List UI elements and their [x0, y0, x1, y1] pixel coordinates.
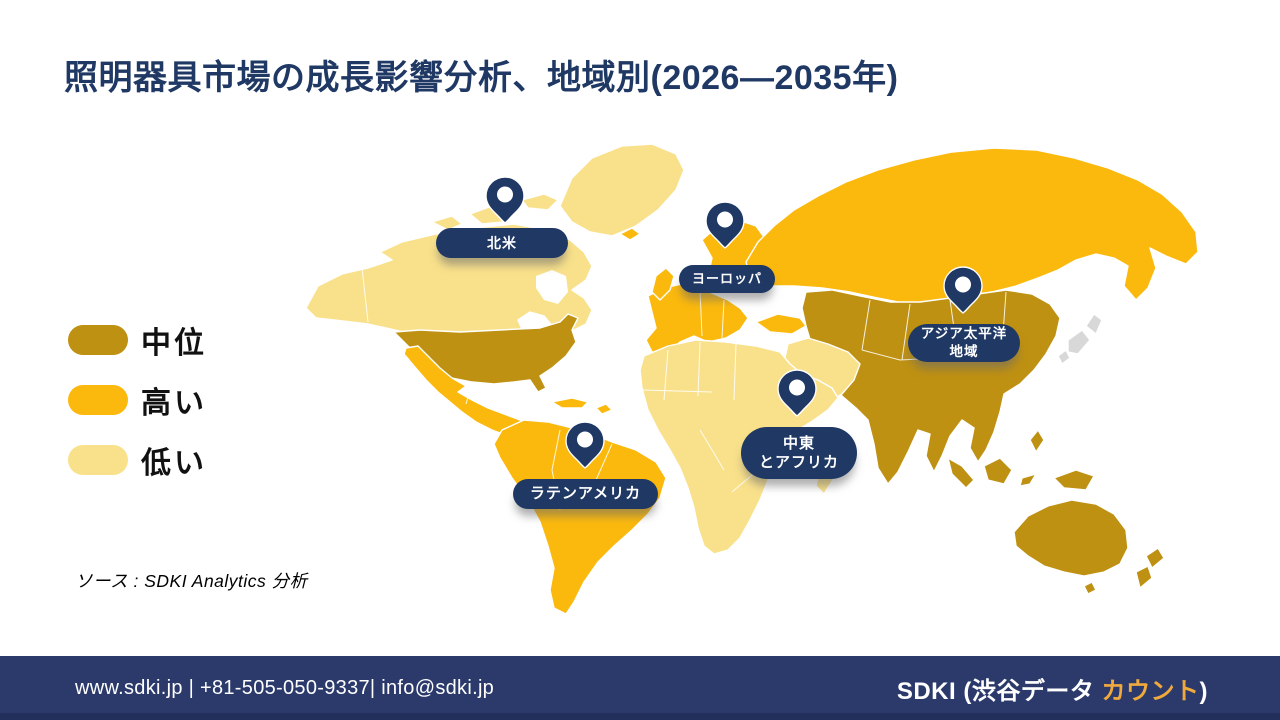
pin-asia-pacific: [943, 266, 983, 314]
page-title: 照明器具市場の成長影響分析、地域別(2026—2035年): [64, 59, 899, 97]
map-region-australia: [1013, 499, 1129, 595]
legend-item-medium: 中位: [68, 318, 207, 362]
map-region-japan: [1057, 313, 1103, 365]
footer-brand-suffix: ): [1199, 677, 1208, 705]
region-label-text: 北米: [487, 234, 517, 251]
map-region-greenland: [559, 143, 685, 237]
region-label-text: 地域: [949, 344, 979, 359]
legend-swatch-high: [68, 385, 128, 415]
legend-item-low: 低い: [68, 438, 207, 482]
map-region-uk: [651, 267, 675, 301]
legend-item-high: 高い: [68, 378, 207, 422]
pin-middle-east-africa: [777, 369, 817, 417]
region-label-text: とアフリカ: [758, 454, 839, 471]
legend-label: 高い: [141, 387, 207, 420]
legend: 中位 高い 低い: [68, 318, 207, 482]
legend-label: 低い: [141, 447, 207, 480]
map-region-new-zealand: [1135, 547, 1165, 589]
map-region-indonesia: [947, 457, 1095, 491]
pin-north-america: [485, 176, 525, 224]
region-label-text: ヨーロッパ: [691, 270, 762, 286]
region-label-text: 中東: [782, 434, 815, 452]
region-label-asia-pacific: アジア太平洋 地域: [908, 324, 1020, 362]
region-label-text: アジア太平洋: [920, 326, 1008, 342]
footer-brand: SDKI (渋谷データ カウント): [897, 671, 1208, 706]
footer-brand-prefix: SDKI (渋谷データ: [896, 677, 1102, 705]
footer-contact: www.sdki.jp | +81-505-050-9337| info@sdk…: [75, 676, 495, 699]
legend-label: 中位: [141, 327, 207, 360]
footer-brand-accent: カウント: [1101, 677, 1200, 705]
footer-bar: www.sdki.jp | +81-505-050-9337| info@sdk…: [0, 656, 1280, 720]
map-region-philippines: [1029, 429, 1045, 453]
region-label-latin-america: ラテンアメリカ: [513, 479, 658, 509]
map-region-caribbean: [551, 397, 613, 415]
map-region-iceland: [619, 227, 641, 241]
region-label-middle-east-africa: 中東 とアフリカ: [741, 427, 857, 479]
pin-europe: [705, 201, 745, 249]
region-label-text: ラテンアメリカ: [529, 485, 642, 503]
legend-swatch-low: [68, 445, 128, 475]
region-label-europe: ヨーロッパ: [679, 265, 775, 293]
region-label-north-america: 北米: [436, 228, 568, 258]
map-hudson-bay: [536, 270, 568, 304]
pin-latin-america: [565, 421, 605, 469]
map-region-turkey: [755, 313, 807, 335]
legend-swatch-medium: [68, 325, 128, 355]
source-note: ソース : SDKI Analytics 分析: [75, 571, 308, 591]
